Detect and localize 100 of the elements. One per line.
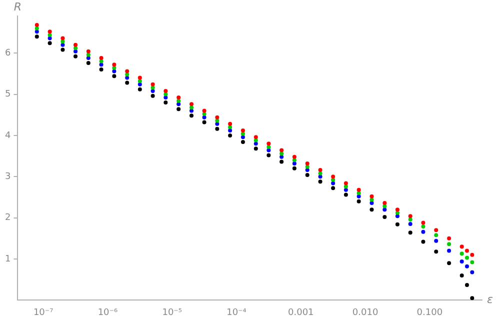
point xyxy=(138,79,142,84)
point xyxy=(344,184,348,189)
point xyxy=(228,125,232,130)
point xyxy=(164,96,168,100)
point xyxy=(190,114,194,118)
point xyxy=(395,214,400,218)
point xyxy=(48,41,52,46)
point xyxy=(292,166,296,170)
x-tick-label: 0.100 xyxy=(416,308,443,318)
point xyxy=(202,115,206,120)
point xyxy=(34,30,39,34)
point xyxy=(99,62,104,67)
point xyxy=(280,152,284,156)
point xyxy=(266,144,271,149)
y-tick-label: 5 xyxy=(4,90,11,100)
point xyxy=(356,191,361,196)
point xyxy=(395,208,400,212)
point xyxy=(460,252,464,256)
point xyxy=(74,54,78,58)
point xyxy=(150,82,155,86)
point xyxy=(292,161,296,166)
point xyxy=(434,250,438,254)
point xyxy=(447,261,452,266)
point xyxy=(202,108,206,113)
point xyxy=(382,204,387,208)
point xyxy=(344,188,348,192)
point xyxy=(60,42,65,47)
point xyxy=(164,100,168,104)
point xyxy=(240,128,245,133)
x-tick-label: 10⁻⁵ xyxy=(162,308,182,318)
point xyxy=(138,87,142,92)
point xyxy=(382,208,387,212)
point xyxy=(34,26,39,30)
point xyxy=(74,42,78,47)
point xyxy=(280,154,284,159)
point xyxy=(48,32,52,37)
point xyxy=(305,168,310,172)
point xyxy=(447,242,452,246)
point xyxy=(266,148,271,152)
point xyxy=(176,107,181,112)
point xyxy=(356,188,361,192)
point xyxy=(382,200,387,205)
y-tick-label: 3 xyxy=(4,172,11,182)
point xyxy=(240,132,245,136)
point xyxy=(370,194,374,198)
point xyxy=(292,158,296,162)
point xyxy=(112,66,116,70)
point xyxy=(74,49,78,54)
y-tick-label: 1 xyxy=(4,254,11,264)
point xyxy=(228,122,232,126)
point xyxy=(215,118,220,123)
point xyxy=(150,88,155,93)
point xyxy=(254,135,258,140)
point xyxy=(215,126,220,131)
point xyxy=(254,138,258,142)
point xyxy=(99,56,104,60)
point xyxy=(34,23,39,28)
point xyxy=(215,122,220,126)
point xyxy=(447,248,452,253)
point xyxy=(202,112,206,116)
point xyxy=(408,222,412,226)
point xyxy=(434,233,438,238)
point xyxy=(408,214,412,218)
point xyxy=(370,198,374,202)
point xyxy=(370,208,374,212)
point xyxy=(254,142,258,146)
point xyxy=(460,244,464,249)
point xyxy=(434,238,438,243)
x-tick-label: 10⁻⁷ xyxy=(33,308,54,318)
point xyxy=(382,215,387,219)
point xyxy=(176,96,181,100)
point xyxy=(331,181,336,186)
point xyxy=(125,76,130,80)
x-tick-label: 10⁻⁴ xyxy=(226,308,247,318)
point xyxy=(305,161,310,166)
point xyxy=(112,62,116,67)
point xyxy=(395,222,400,226)
point xyxy=(408,230,412,235)
point xyxy=(447,236,452,240)
point xyxy=(228,133,232,138)
point xyxy=(421,224,426,228)
point xyxy=(164,88,168,93)
point xyxy=(125,80,130,85)
point xyxy=(356,194,361,198)
point xyxy=(86,56,90,60)
x-tick-label: 0.010 xyxy=(352,308,378,318)
point xyxy=(460,273,464,278)
point xyxy=(202,120,206,124)
y-tick-label: 2 xyxy=(4,213,11,224)
point xyxy=(421,220,426,225)
point xyxy=(266,153,271,158)
point xyxy=(292,154,296,159)
point xyxy=(356,199,361,204)
point xyxy=(138,82,142,86)
point xyxy=(370,200,374,205)
point xyxy=(150,86,155,90)
point xyxy=(48,30,52,34)
point xyxy=(60,48,65,52)
point xyxy=(318,168,322,172)
point xyxy=(280,148,284,152)
